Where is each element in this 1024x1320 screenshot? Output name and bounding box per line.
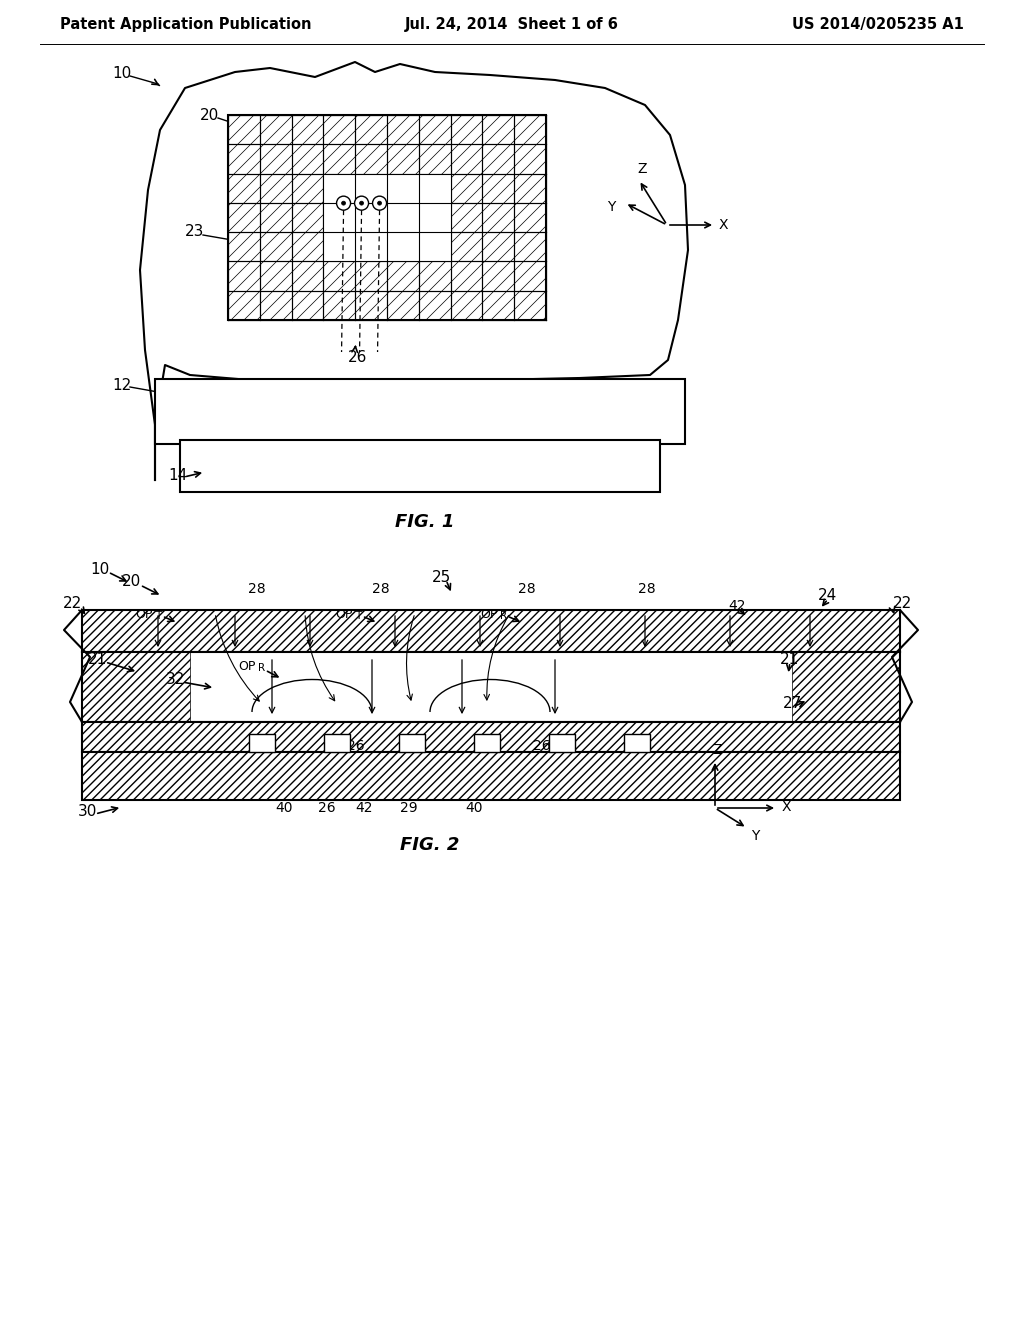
Text: OP: OP — [135, 607, 153, 620]
Text: 26: 26 — [348, 351, 368, 366]
Text: 26: 26 — [347, 739, 365, 752]
Text: 22: 22 — [63, 597, 82, 611]
Circle shape — [342, 201, 345, 205]
Text: Y: Y — [751, 829, 760, 843]
Text: 20: 20 — [122, 574, 141, 590]
Bar — [228, 115, 546, 319]
Bar — [399, 734, 425, 752]
Text: 40: 40 — [465, 801, 482, 814]
Text: 28: 28 — [248, 582, 265, 597]
Bar — [82, 610, 900, 652]
Text: 42: 42 — [728, 599, 745, 612]
Bar — [355, 232, 387, 261]
Text: 14: 14 — [168, 467, 187, 483]
Text: X: X — [719, 218, 728, 232]
Text: 24: 24 — [322, 117, 341, 132]
Text: R: R — [258, 663, 265, 673]
Bar — [474, 734, 500, 752]
Text: 23: 23 — [185, 224, 205, 239]
Bar — [387, 203, 419, 232]
Text: 28: 28 — [518, 582, 536, 597]
Text: X: X — [782, 800, 792, 814]
Text: 22: 22 — [513, 140, 532, 154]
Circle shape — [359, 201, 364, 205]
Text: 22: 22 — [893, 597, 912, 611]
Text: 21: 21 — [780, 652, 800, 668]
Text: 29: 29 — [400, 801, 418, 814]
Text: Y: Y — [606, 201, 615, 214]
Text: T: T — [155, 611, 161, 620]
Text: FIG. 2: FIG. 2 — [400, 836, 460, 854]
Text: R: R — [500, 611, 507, 620]
Text: 28: 28 — [638, 582, 655, 597]
Bar — [792, 652, 900, 722]
Text: OP: OP — [238, 660, 255, 672]
Text: Patent Application Publication: Patent Application Publication — [60, 17, 311, 33]
Bar — [324, 203, 355, 232]
Bar — [82, 752, 900, 800]
Bar — [324, 232, 355, 261]
Circle shape — [337, 197, 350, 210]
Bar — [355, 203, 387, 232]
Text: 24: 24 — [818, 589, 838, 603]
Text: Z: Z — [713, 743, 722, 756]
Text: 10: 10 — [90, 562, 110, 578]
Bar — [419, 203, 451, 232]
Text: 20: 20 — [200, 107, 219, 123]
Text: 10: 10 — [112, 66, 131, 81]
Bar — [82, 722, 900, 752]
Text: 21: 21 — [88, 652, 108, 668]
Text: Z: Z — [637, 162, 647, 176]
Text: 26: 26 — [318, 801, 336, 814]
Bar — [624, 734, 650, 752]
Bar — [155, 379, 685, 444]
Bar — [82, 752, 900, 800]
Bar — [82, 610, 900, 652]
Text: 42: 42 — [355, 801, 373, 814]
Bar — [419, 173, 451, 203]
Bar — [324, 173, 355, 203]
Text: 40: 40 — [275, 801, 293, 814]
Text: 25: 25 — [432, 569, 452, 585]
Text: 30: 30 — [78, 804, 97, 820]
Text: T: T — [355, 611, 361, 620]
Text: 12: 12 — [112, 378, 131, 392]
Bar — [180, 440, 660, 492]
Text: 28: 28 — [372, 582, 389, 597]
Text: US 2014/0205235 A1: US 2014/0205235 A1 — [793, 17, 964, 33]
Bar — [82, 652, 900, 722]
Text: OP: OP — [335, 607, 352, 620]
Bar — [419, 232, 451, 261]
Bar — [387, 232, 419, 261]
Text: FIG. 1: FIG. 1 — [395, 513, 455, 531]
Bar — [82, 652, 190, 722]
Circle shape — [354, 197, 369, 210]
Text: OP: OP — [480, 607, 498, 620]
Text: 25: 25 — [393, 115, 413, 129]
Text: 27: 27 — [783, 697, 802, 711]
Text: 26: 26 — [534, 739, 551, 752]
Bar — [324, 734, 350, 752]
Text: 32: 32 — [166, 672, 185, 686]
Bar — [355, 173, 387, 203]
Bar — [549, 734, 575, 752]
Bar — [249, 734, 275, 752]
Text: Jul. 24, 2014  Sheet 1 of 6: Jul. 24, 2014 Sheet 1 of 6 — [406, 17, 618, 33]
Bar — [387, 173, 419, 203]
Bar — [82, 722, 900, 752]
Circle shape — [373, 197, 387, 210]
Circle shape — [378, 201, 382, 205]
